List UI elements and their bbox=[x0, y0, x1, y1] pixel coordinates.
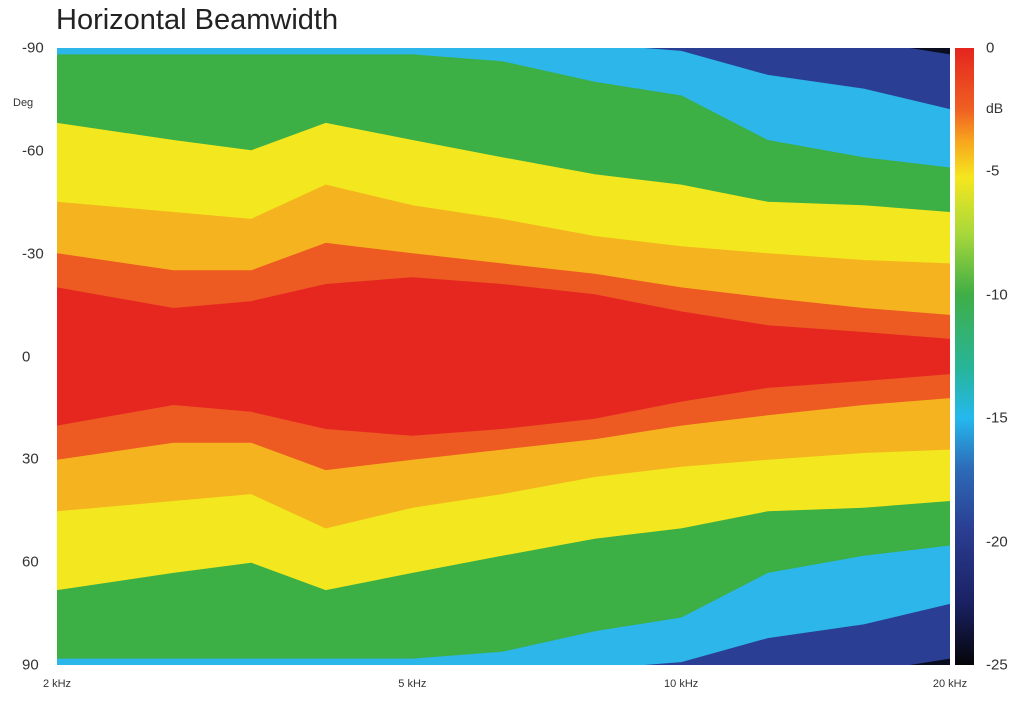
y-tick-label: 90 bbox=[22, 656, 39, 674]
x-tick-label: 20 kHz bbox=[932, 678, 968, 690]
y-tick-label: -30 bbox=[22, 245, 44, 263]
colorbar-tick-label: -20 bbox=[986, 533, 1008, 551]
y-tick-label: -60 bbox=[22, 142, 44, 160]
heatmap-region-minus1db bbox=[57, 277, 950, 436]
colorbar bbox=[955, 48, 974, 665]
colorbar-tick-label: -15 bbox=[986, 409, 1008, 427]
colorbar-tick-label: -25 bbox=[986, 656, 1008, 674]
colorbar-tick-label: -10 bbox=[986, 286, 1008, 304]
x-tick-label: 5 kHz bbox=[398, 678, 427, 690]
y-tick-label: 0 bbox=[22, 348, 31, 365]
y-tick-label: 60 bbox=[22, 553, 39, 571]
x-tick-label: 2 kHz bbox=[42, 678, 72, 690]
heatmap-plot-area bbox=[57, 48, 950, 665]
y-tick-label: -90 bbox=[22, 39, 44, 57]
chart-title: Horizontal Beamwidth bbox=[56, 4, 339, 36]
x-tick-label: 10 kHz bbox=[664, 678, 699, 690]
heatmap-svg bbox=[57, 48, 950, 665]
y-tick-label: 30 bbox=[22, 450, 39, 468]
colorbar-tick-label: -5 bbox=[986, 162, 1000, 180]
colorbar-tick-label: 0 bbox=[986, 39, 995, 57]
y-axis-unit-label: Deg bbox=[13, 97, 34, 109]
colorbar-unit-label: dB bbox=[986, 100, 1004, 116]
